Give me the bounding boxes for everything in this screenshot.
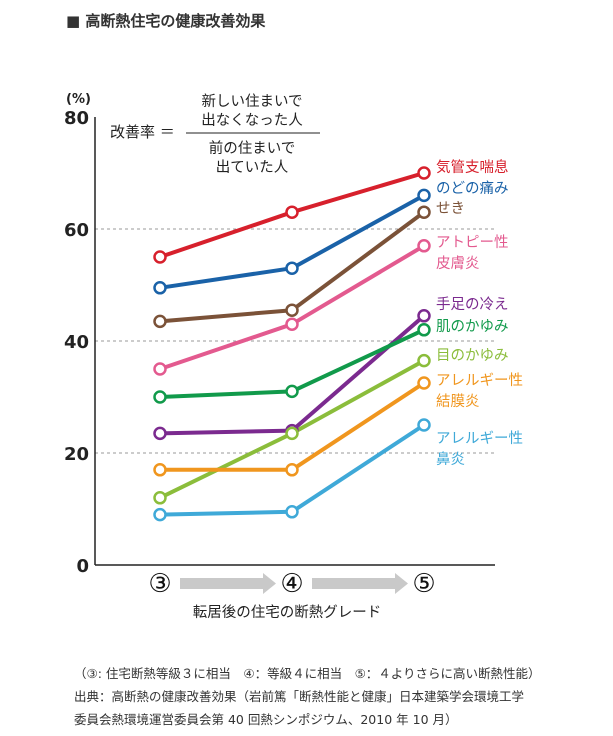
data-point — [285, 426, 299, 441]
x-tick-label: ④ — [280, 569, 303, 599]
y-tick-label: 40 — [64, 332, 89, 353]
y-tick-label: 80 — [64, 108, 89, 129]
data-point — [417, 376, 431, 390]
data-point — [417, 205, 431, 219]
arrow-shaft — [180, 578, 265, 589]
data-point — [417, 309, 431, 323]
data-point — [285, 205, 299, 219]
data-point — [153, 314, 167, 329]
data-point — [285, 261, 299, 275]
legend-label: のどの痛み — [436, 180, 509, 197]
arrow-head — [395, 573, 408, 594]
source-note-cont: 委員会熱環境運営委員会第 40 回熱シンポジウム、2010 年 10 月） — [74, 712, 458, 727]
data-point — [417, 166, 431, 180]
formula-denominator: 出ていた人 — [216, 159, 289, 176]
data-point — [153, 491, 167, 505]
legend-label: 結膜炎 — [436, 393, 480, 410]
x-tick-label: ③ — [148, 569, 171, 599]
legend-label: せき — [436, 200, 465, 217]
legend-label: 皮膚炎 — [436, 255, 480, 272]
x-axis-label: 転居後の住宅の断熱グレード — [193, 604, 382, 621]
series-line — [159, 314, 426, 436]
y-tick-label: 20 — [64, 444, 89, 465]
data-point — [285, 505, 299, 519]
formula-numerator: 新しい住まいで — [201, 93, 302, 110]
data-point — [153, 362, 167, 376]
y-tick-label: 0 — [76, 556, 89, 577]
legend-label: 目のかゆみ — [436, 347, 509, 364]
legend-label: アレルギー性 — [436, 430, 523, 447]
data-point — [285, 303, 299, 317]
data-point — [285, 384, 299, 399]
data-point — [153, 281, 167, 295]
y-axis-unit: (%) — [66, 92, 91, 107]
line-chart: 0 20 40 60 80(%) 改善率 ＝ 新しい住まいで出なくなった人前の住まいで出てい… — [64, 92, 523, 621]
formula-denominator: 前の住まいで — [209, 140, 296, 157]
data-point — [417, 188, 431, 203]
source-note: 出典：高断熱の健康改善効果（岩前篤「断熱性能と健康」日本建築学会環境工学 — [74, 689, 525, 704]
data-point — [153, 250, 167, 264]
data-point — [285, 463, 299, 477]
data-point — [153, 390, 167, 404]
legend-label: 気管支喘息 — [436, 159, 509, 176]
data-point — [417, 353, 431, 368]
formula-lhs: 改善率 ＝ — [110, 123, 175, 141]
data-point — [153, 507, 167, 522]
legend-label: 鼻炎 — [436, 451, 465, 468]
data-point — [153, 426, 167, 441]
legend-label: 手足の冷え — [436, 296, 509, 313]
arrow-shaft — [312, 578, 397, 589]
x-tick-label: ⑤ — [412, 569, 435, 599]
grade-note: （③: 住宅断熱等級３に相当 ④：等級４に相当 ⑤：４よりさらに高い断熱性能） — [74, 666, 541, 681]
y-tick-label: 60 — [64, 220, 89, 241]
formula-numerator: 出なくなった人 — [201, 112, 303, 129]
arrow-head — [263, 573, 276, 594]
legend-label: アレルギー性 — [436, 372, 523, 389]
data-point — [417, 323, 431, 337]
data-point — [153, 463, 167, 477]
data-point — [285, 317, 299, 331]
legend-label: 肌のかゆみ — [436, 318, 509, 335]
chart-title: ■ 高断熱住宅の健康改善効果 — [66, 12, 266, 30]
data-point — [417, 418, 431, 432]
legend-label: アトピー性 — [436, 234, 509, 251]
data-point — [417, 239, 431, 253]
